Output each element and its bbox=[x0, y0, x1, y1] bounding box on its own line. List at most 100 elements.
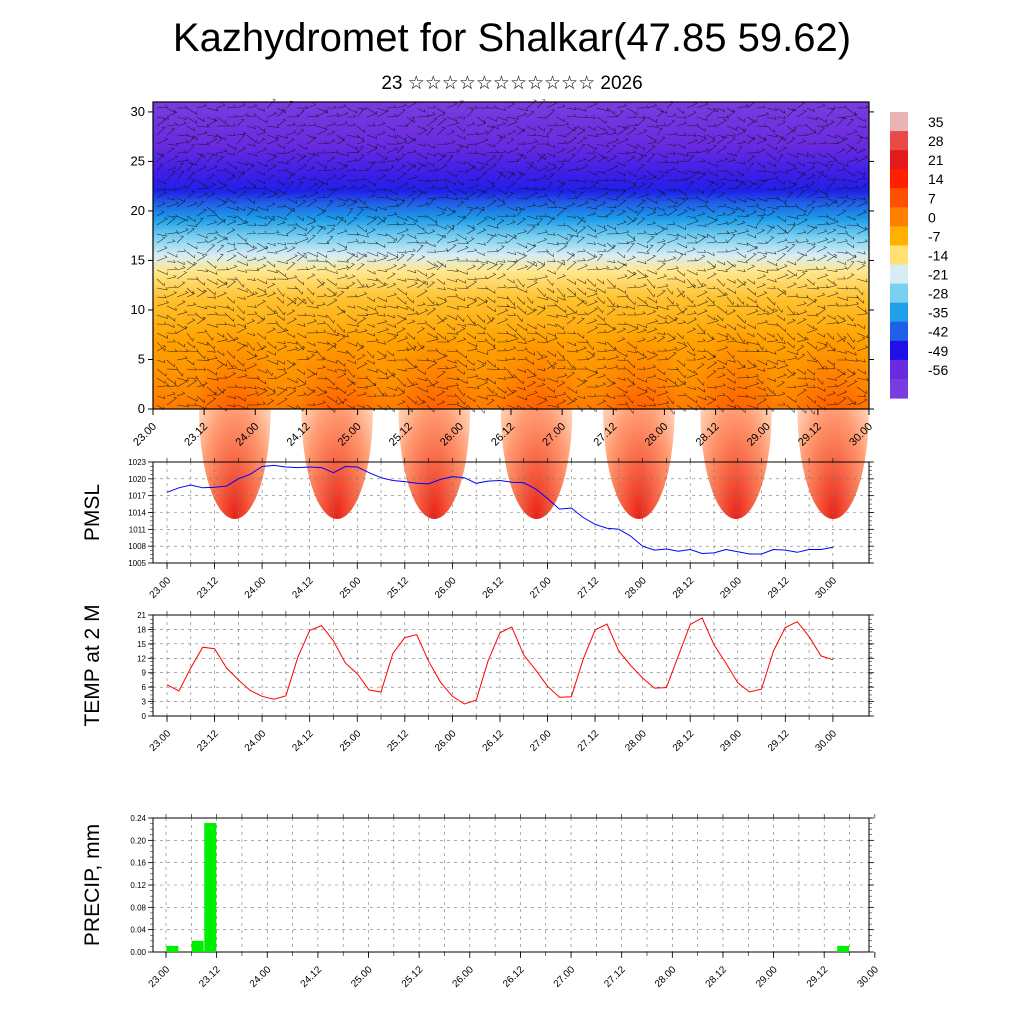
y-tick-label: 21 bbox=[137, 611, 146, 620]
colorbar-label: -56 bbox=[928, 362, 948, 378]
colorbar-label: -49 bbox=[928, 343, 948, 359]
y-tick-label: 0.00 bbox=[130, 948, 146, 957]
temp2m-y-title: TEMP at 2 M bbox=[81, 604, 104, 726]
x-tick-label: 25.12 bbox=[385, 575, 411, 601]
colorbar-swatch bbox=[890, 188, 908, 208]
x-tick-label: 23.12 bbox=[195, 728, 221, 754]
y-tick-label: 1017 bbox=[128, 492, 146, 501]
x-tick-label: 24.00 bbox=[243, 728, 269, 754]
colorbar-label: 14 bbox=[928, 171, 944, 187]
colorbar-label: -42 bbox=[928, 324, 948, 340]
y-tick-label: 1014 bbox=[128, 509, 146, 518]
colorbar-swatch bbox=[890, 112, 908, 132]
x-tick-label: 28.12 bbox=[671, 728, 697, 754]
colorbar-swatch bbox=[890, 169, 908, 189]
y-tick-label: 0 bbox=[138, 401, 145, 416]
x-tick-label: 28.12 bbox=[671, 575, 697, 601]
x-tick-label: 26.12 bbox=[481, 728, 507, 754]
y-tick-label: 10 bbox=[131, 302, 145, 317]
y-tick-label: 1011 bbox=[129, 525, 147, 534]
temp2m-chart: 0 3 6 9 12 15 18 21 23.00 23.12 24.00 24.12 25.00 25.… bbox=[81, 604, 874, 754]
colorbar-swatch bbox=[890, 245, 908, 266]
colorbar-swatch bbox=[890, 283, 908, 304]
y-tick-label: 18 bbox=[137, 625, 146, 634]
colorbar-swatch bbox=[890, 207, 908, 227]
x-tick-label: 30.00 bbox=[814, 728, 840, 754]
y-tick-label: 0.24 bbox=[130, 814, 146, 823]
x-tick-label: 29.12 bbox=[805, 964, 831, 990]
x-tick-label: 25.12 bbox=[400, 964, 426, 990]
y-tick-label: 1020 bbox=[128, 475, 146, 484]
colorbar-label: 7 bbox=[928, 190, 936, 206]
x-tick-label: 26.12 bbox=[501, 964, 527, 990]
x-tick-label: 26.00 bbox=[450, 964, 476, 990]
y-tick-label: 6 bbox=[142, 683, 147, 692]
x-tick-label: 25.00 bbox=[338, 575, 364, 601]
colorbar-label: 21 bbox=[928, 152, 944, 168]
x-tick-label: 26.00 bbox=[433, 575, 459, 601]
x-tick-label: 24.00 bbox=[248, 964, 274, 990]
x-tick-label: 23.00 bbox=[147, 964, 173, 990]
y-tick-label: 0.08 bbox=[130, 903, 146, 912]
wind-barb-paths bbox=[156, 98, 869, 415]
precip-chart: 0.00 0.04 0.08 0.12 0.16 0.20 0.24 23.00 23.12 24… bbox=[81, 814, 881, 990]
precip-bar bbox=[204, 823, 217, 952]
x-tick-label: 29.00 bbox=[718, 575, 744, 601]
x-tick-label: 23.12 bbox=[197, 964, 223, 990]
x-tick-label: 29.12 bbox=[766, 575, 792, 601]
x-tick-label: 27.12 bbox=[602, 964, 628, 990]
y-tick-label: 25 bbox=[131, 153, 145, 168]
x-tick-label: 28.00 bbox=[653, 964, 679, 990]
y-tick-label: 12 bbox=[137, 654, 146, 663]
x-tick-label: 28.12 bbox=[704, 964, 730, 990]
x-tick-label: 30.00 bbox=[855, 964, 881, 990]
x-tick-label: 25.00 bbox=[338, 728, 364, 754]
pmsl-y-title: PMSL bbox=[81, 484, 104, 541]
colorbar-label: 35 bbox=[928, 114, 944, 130]
y-tick-label: 1008 bbox=[128, 542, 146, 551]
pmsl-line bbox=[166, 464, 833, 555]
y-tick-label: 0.20 bbox=[130, 836, 146, 845]
y-tick-label: 1023 bbox=[128, 458, 146, 467]
y-tick-label: 9 bbox=[142, 669, 147, 678]
y-tick-label: 5 bbox=[138, 351, 145, 366]
x-tick-label: 23.00 bbox=[148, 728, 174, 754]
chart-subtitle: 23 ☆☆☆☆☆☆☆☆☆☆☆ 2026 bbox=[381, 73, 643, 94]
x-tick-label: 27.12 bbox=[576, 575, 602, 601]
y-tick-label: 15 bbox=[137, 640, 146, 649]
temp2m-line bbox=[166, 617, 834, 705]
colorbar-swatch bbox=[890, 264, 908, 285]
x-tick-label: 25.00 bbox=[349, 964, 375, 990]
x-tick-label: 24.00 bbox=[243, 575, 269, 601]
x-tick-label: 23.00 bbox=[131, 421, 159, 449]
y-tick-label: 0.04 bbox=[130, 926, 146, 935]
x-tick-label: 26.00 bbox=[433, 728, 459, 754]
colorbar-swatch bbox=[890, 340, 908, 361]
wind-barbs bbox=[156, 98, 869, 415]
x-tick-label: 24.12 bbox=[290, 728, 316, 754]
x-tick-label: 25.12 bbox=[385, 728, 411, 754]
x-tick-label: 27.12 bbox=[576, 728, 602, 754]
colorbar-label: -28 bbox=[928, 286, 948, 302]
colorbar-label: -7 bbox=[928, 228, 941, 244]
x-tick-label: 27.00 bbox=[528, 728, 554, 754]
chart-title: Kazhydromet for Shalkar(47.85 59.62) bbox=[172, 16, 852, 60]
colorbar-label: -14 bbox=[928, 247, 948, 263]
x-tick-label: 24.12 bbox=[290, 575, 316, 601]
x-tick-label: 23.00 bbox=[148, 575, 174, 601]
colorbar-swatch bbox=[890, 359, 908, 380]
x-tick-label: 29.12 bbox=[766, 728, 792, 754]
x-tick-label: 28.00 bbox=[623, 728, 649, 754]
colorbar-label: 0 bbox=[928, 209, 936, 225]
temp2m-grid bbox=[153, 615, 869, 716]
precip-y-title: PRECIP, mm bbox=[81, 824, 104, 946]
precip-bar bbox=[166, 945, 179, 952]
colorbar-swatch bbox=[890, 150, 908, 170]
precip-bar bbox=[837, 945, 850, 952]
colorbar-label: -35 bbox=[928, 305, 948, 321]
colorbar-swatch bbox=[890, 378, 908, 399]
y-tick-label: 20 bbox=[131, 203, 145, 218]
x-tick-label: 28.00 bbox=[623, 575, 649, 601]
